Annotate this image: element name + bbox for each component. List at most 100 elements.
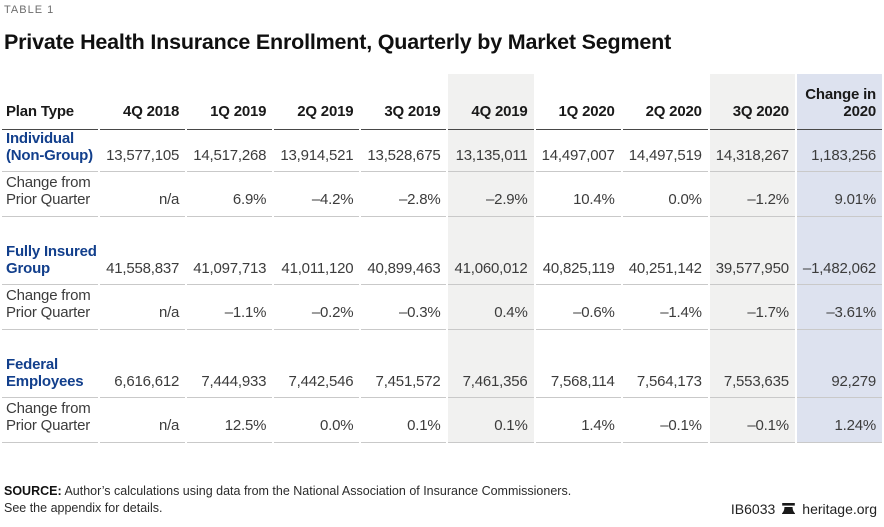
enrollment-value: 7,442,546: [274, 356, 360, 398]
column-header-4q2018: 4Q 2018: [100, 74, 186, 130]
spacer-cell: [2, 217, 98, 243]
spacer-cell: [361, 217, 446, 243]
column-header-3q2019: 3Q 2019: [361, 74, 447, 130]
change-value: –1.1%: [187, 285, 273, 330]
spacer-cell: [274, 330, 359, 356]
change-value: –2.9%: [448, 172, 534, 217]
appendix-note: See the appendix for details.: [4, 501, 163, 515]
change-value: –0.3%: [361, 285, 447, 330]
spacer-cell: [187, 330, 272, 356]
column-header-plan-type: Plan Type: [2, 74, 99, 130]
change-value: 0.0%: [274, 398, 360, 443]
change-value: –3.61%: [796, 285, 882, 330]
enrollment-value: 40,825,119: [535, 243, 621, 285]
header-row: Plan Type 4Q 2018 1Q 2019 2Q 2019 3Q 201…: [2, 74, 882, 130]
change-value: –0.1%: [622, 398, 708, 443]
enrollment-value: 41,097,713: [187, 243, 273, 285]
enrollment-value: 14,318,267: [709, 130, 795, 172]
change-value: n/a: [100, 172, 186, 217]
spacer-cell: [536, 330, 621, 356]
column-header-1q2019: 1Q 2019: [187, 74, 273, 130]
table-body: Individual (Non-Group) 13,577,105 14,517,26…: [2, 130, 882, 443]
change-value: –0.6%: [535, 285, 621, 330]
column-header-2q2019: 2Q 2019: [274, 74, 360, 130]
enrollment-value: 7,444,933: [187, 356, 273, 398]
column-header-change-2020: Change in 2020: [796, 74, 882, 130]
change-value: –2.8%: [361, 172, 447, 217]
spacer-cell: [710, 330, 795, 356]
enrollment-value: 7,568,114: [535, 356, 621, 398]
column-header-1q2020: 1Q 2020: [535, 74, 621, 130]
change-value: 0.4%: [448, 285, 534, 330]
spacer-row: [2, 330, 882, 356]
section-row: Federal Employees 6,616,612 7,444,933 7,442,…: [2, 356, 882, 398]
spacer-cell: [797, 217, 882, 243]
enrollment-value: 7,461,356: [448, 356, 534, 398]
source-text: Author’s calculations using data from th…: [61, 484, 572, 498]
enrollment-value: 1,183,256: [796, 130, 882, 172]
plan-type-label: Individual (Non-Group): [2, 130, 99, 172]
spacer-cell: [623, 217, 708, 243]
enrollment-value: 39,577,950: [709, 243, 795, 285]
spacer-cell: [710, 217, 795, 243]
change-row-label: Change from Prior Quarter: [2, 172, 99, 217]
spacer-cell: [797, 330, 882, 356]
enrollment-value: 92,279: [796, 356, 882, 398]
page-title: Private Health Insurance Enrollment, Qua…: [4, 30, 672, 54]
plan-type-label: Federal Employees: [2, 356, 99, 398]
enrollment-value: 13,135,011: [448, 130, 534, 172]
enrollment-value: 7,553,635: [709, 356, 795, 398]
change-value: 6.9%: [187, 172, 273, 217]
enrollment-value: 7,564,173: [622, 356, 708, 398]
enrollment-value: 14,497,519: [622, 130, 708, 172]
heritage-bell-icon: [781, 502, 796, 516]
spacer-row: [2, 217, 882, 243]
change-row: Change from Prior Quarter n/a –1.1% –0.2% –0.…: [2, 285, 882, 330]
spacer-cell: [187, 217, 272, 243]
enrollment-table: Plan Type 4Q 2018 1Q 2019 2Q 2019 3Q 201…: [0, 74, 884, 443]
table-header: Plan Type 4Q 2018 1Q 2019 2Q 2019 3Q 201…: [2, 74, 882, 130]
spacer-cell: [274, 217, 359, 243]
enrollment-value: 13,528,675: [361, 130, 447, 172]
enrollment-value: 6,616,612: [100, 356, 186, 398]
source-label: SOURCE:: [4, 484, 62, 498]
enrollment-value: 13,914,521: [274, 130, 360, 172]
change-value: 1.4%: [535, 398, 621, 443]
site-name: heritage.org: [802, 501, 877, 517]
spacer-cell: [100, 330, 185, 356]
change-row: Change from Prior Quarter n/a 6.9% –4.2% –2.8…: [2, 172, 882, 217]
change-value: –1.7%: [709, 285, 795, 330]
table-kicker: TABLE 1: [4, 4, 55, 16]
enrollment-value: 14,497,007: [535, 130, 621, 172]
change-value: n/a: [100, 398, 186, 443]
enrollment-value: 13,577,105: [100, 130, 186, 172]
enrollment-value: –1,482,062: [796, 243, 882, 285]
enrollment-value: 40,251,142: [622, 243, 708, 285]
document-id: IB6033: [730, 501, 776, 517]
change-value: 12.5%: [187, 398, 273, 443]
section-row: Individual (Non-Group) 13,577,105 14,517,26…: [2, 130, 882, 172]
spacer-cell: [623, 330, 708, 356]
column-header-2q2020: 2Q 2020: [622, 74, 708, 130]
change-value: n/a: [100, 285, 186, 330]
column-header-4q2019: 4Q 2019: [448, 74, 534, 130]
spacer-cell: [361, 330, 446, 356]
change-row-label: Change from Prior Quarter: [2, 398, 99, 443]
figure-footer: SOURCE: Author’s calculations using data…: [0, 483, 884, 517]
column-header-3q2020: 3Q 2020: [709, 74, 795, 130]
enrollment-value: 41,011,120: [274, 243, 360, 285]
change-value: 10.4%: [535, 172, 621, 217]
enrollment-value: 14,517,268: [187, 130, 273, 172]
source-note: SOURCE: Author’s calculations using data…: [4, 483, 571, 517]
change-value: –0.1%: [709, 398, 795, 443]
spacer-cell: [536, 217, 621, 243]
spacer-cell: [448, 330, 533, 356]
change-value: 0.1%: [448, 398, 534, 443]
enrollment-value: 41,558,837: [100, 243, 186, 285]
change-value: –1.2%: [709, 172, 795, 217]
change-value: –0.2%: [274, 285, 360, 330]
spacer-cell: [448, 217, 533, 243]
source-line: SOURCE: Author’s calculations using data…: [4, 483, 571, 500]
enrollment-value: 41,060,012: [448, 243, 534, 285]
